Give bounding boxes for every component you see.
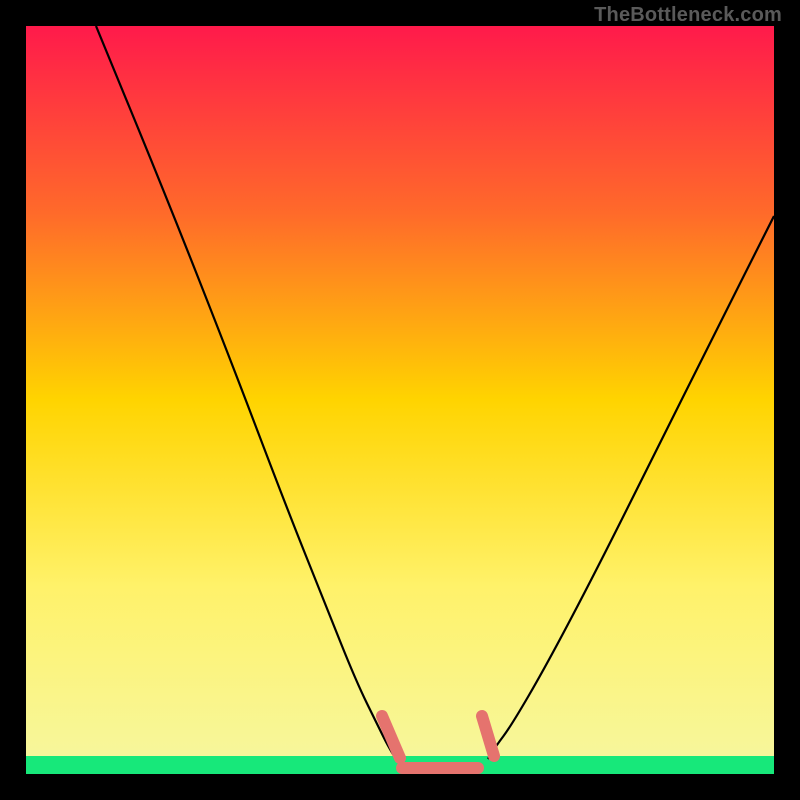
right-curve	[488, 216, 774, 759]
watermark-text: TheBottleneck.com	[594, 4, 782, 27]
highlight-left	[382, 716, 400, 758]
highlight-right	[482, 716, 494, 756]
chart-frame: TheBottleneck.com	[0, 0, 800, 800]
bottleneck-curve	[26, 26, 774, 774]
left-curve	[96, 26, 396, 759]
